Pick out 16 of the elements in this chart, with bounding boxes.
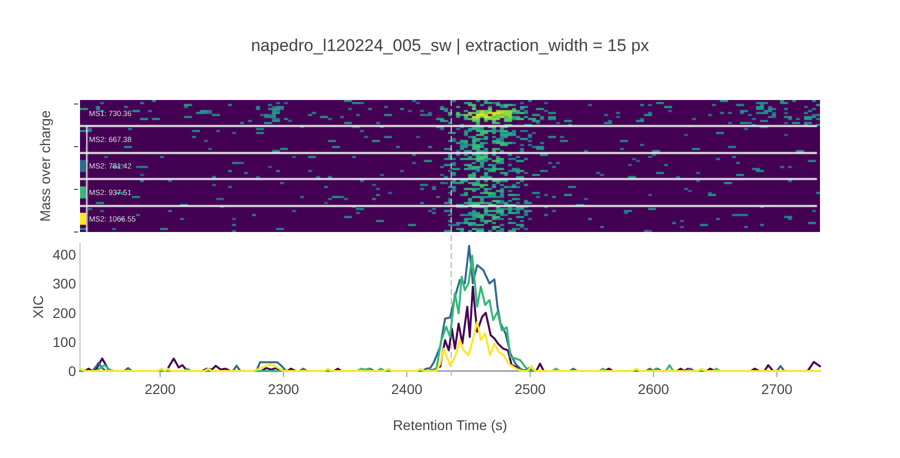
x-tick-label: 2400 <box>391 381 423 397</box>
y-tick-label: 400 <box>52 246 76 263</box>
text: napedro_l120224_005_sw | extraction_width = 15 px <box>250 36 650 55</box>
x-tick-label: 2300 <box>268 381 300 397</box>
x-tick-label: 2200 <box>144 381 176 397</box>
y-tick-label: 100 <box>52 334 76 350</box>
text: Mass over charge <box>37 110 53 222</box>
x-tick-label: 2700 <box>761 381 793 397</box>
y-tick-label: 200 <box>52 304 76 321</box>
y-axis-title: XIC <box>30 295 46 319</box>
x-tick-label: 2600 <box>638 381 670 397</box>
y-tick-label: 0 <box>68 363 76 379</box>
y-tick-label: 300 <box>52 276 76 292</box>
x-tick-label: 2500 <box>514 381 546 397</box>
line-series <box>79 320 821 372</box>
x-axis-title: Retention Time (s) <box>392 417 508 433</box>
